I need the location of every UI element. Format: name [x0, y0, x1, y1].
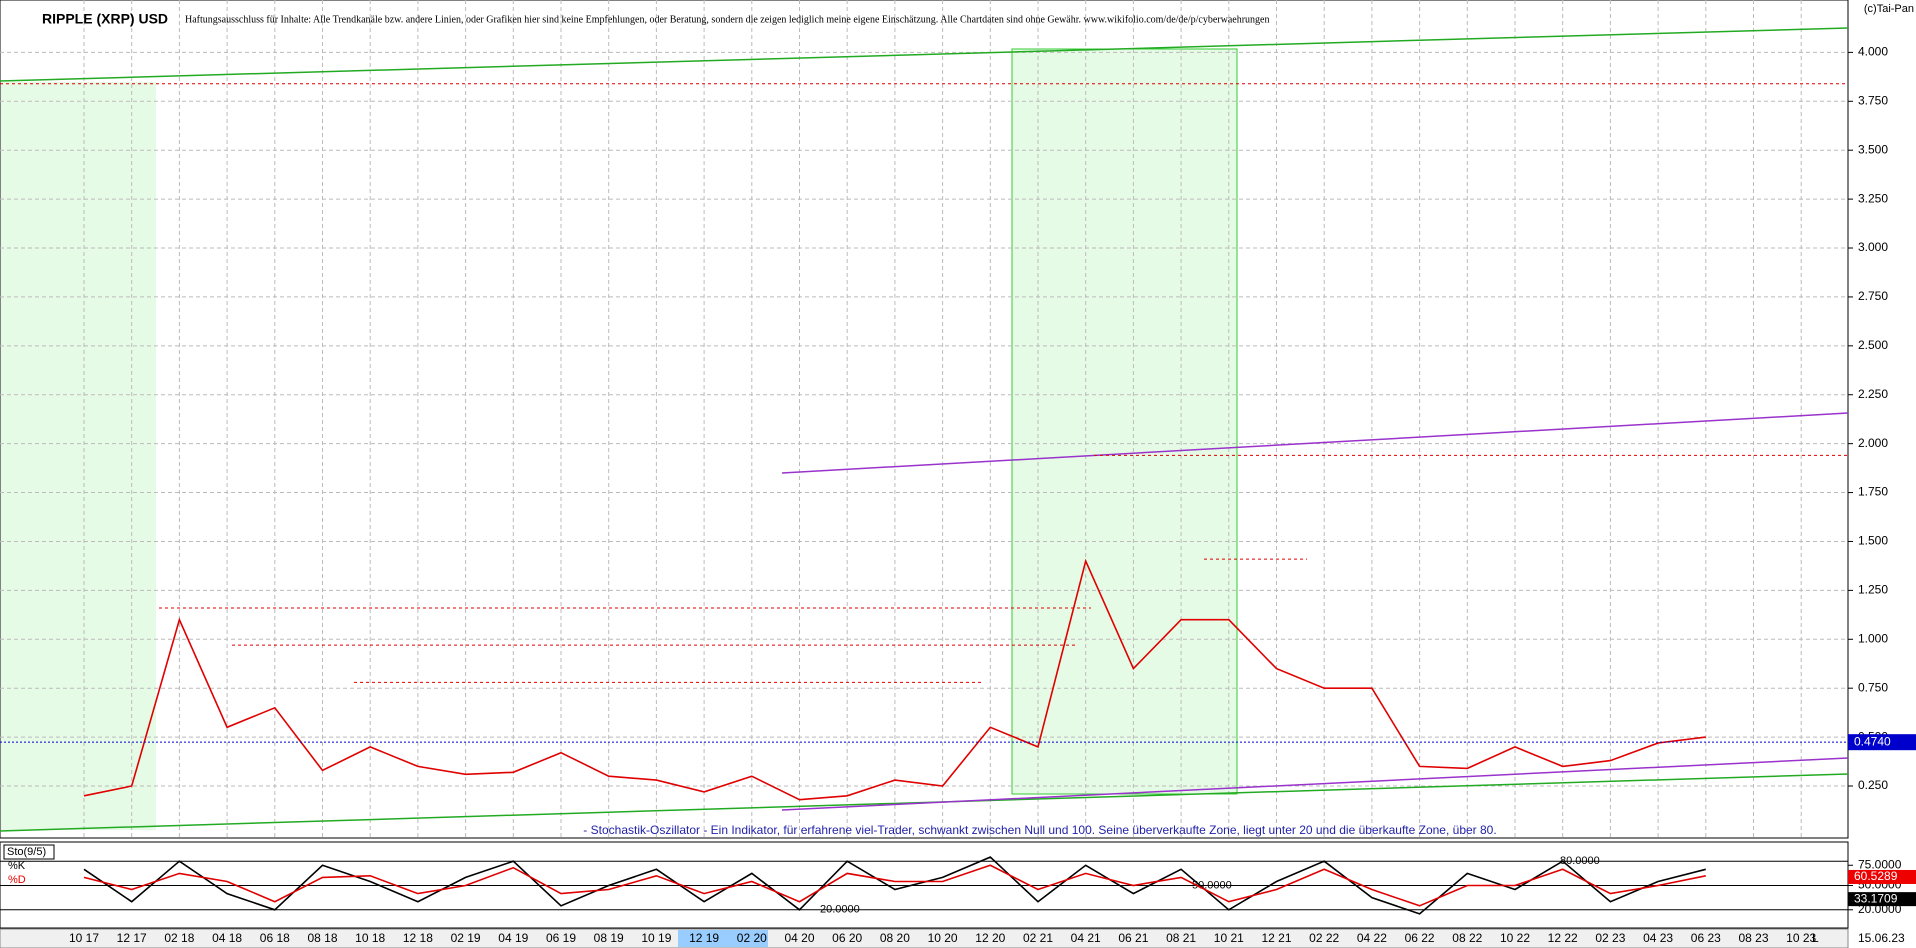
y-tick-label: 3.750 [1858, 93, 1888, 107]
last-price-label: 0.4740 [1854, 734, 1891, 748]
y-tick-label: 3.000 [1858, 240, 1888, 254]
legend-entry: %D [8, 874, 26, 886]
x-tick-label: 12 21 [1261, 931, 1291, 945]
chart-title: RIPPLE (XRP) USD [42, 11, 168, 27]
x-tick-label: 10 18 [355, 931, 385, 945]
x-tick-label: 02 21 [1023, 931, 1053, 945]
y-tick-label: 3.500 [1858, 142, 1888, 156]
x-tick-label: 04 18 [212, 931, 242, 945]
x-tick-label: 04 19 [498, 931, 528, 945]
sto-label-box [3, 844, 55, 860]
source: (c)Tai-Pan [1864, 3, 1914, 15]
disclaimer: Haftungsausschluss für Inhalte: Alle Tre… [185, 14, 1270, 25]
legend-entry: %K [8, 860, 26, 872]
level-label: 80.0000 [1560, 855, 1600, 867]
level-label: 20.0000 [820, 904, 860, 916]
y-tick-label: 75.0000 [1858, 857, 1902, 871]
x-tick-label: 04 20 [784, 931, 814, 945]
x-tick-label: 08 18 [307, 931, 337, 945]
y-tick-label: 0.250 [1858, 778, 1888, 792]
last-value-box [1848, 869, 1916, 884]
x-tick-label: 08 23 [1738, 931, 1768, 945]
y-tick-label: 2.500 [1858, 338, 1888, 352]
x-tick-label: 10 19 [641, 931, 671, 945]
x-tick-label: 06 22 [1405, 931, 1435, 945]
x-tick-label: 06 23 [1691, 931, 1721, 945]
y-tick-label: 1.500 [1858, 534, 1888, 548]
x-tick-label: 10 21 [1214, 931, 1244, 945]
x-tick-label: 10 22 [1500, 931, 1530, 945]
x-tick-label: 10 17 [69, 931, 99, 945]
x-tick-label: 12 20 [975, 931, 1005, 945]
sto-title: Sto(9/5) [7, 846, 46, 858]
x-tick-label: 10 23 [1786, 931, 1816, 945]
y-tick-label: 2.000 [1858, 436, 1888, 450]
annotation: - Stochastik-Oszillator - Ein Indikator,… [583, 823, 1496, 837]
last-value-label: 60.5289 [1854, 869, 1898, 883]
trend-line [781, 412, 1849, 474]
x-axis-strip [0, 928, 1849, 948]
highlight-zone [1011, 48, 1238, 795]
x-tick-label: 12 19 [689, 931, 719, 945]
x-tick-label: 10 20 [928, 931, 958, 945]
y-tick-label: 2.750 [1858, 289, 1888, 303]
x-tick-label: 12 22 [1548, 931, 1578, 945]
x-tick-label: 08 19 [594, 931, 624, 945]
last-price-box [1848, 734, 1916, 751]
x-tick-label: 02 18 [164, 931, 194, 945]
x-tick-label: 02 19 [451, 931, 481, 945]
x-tick-label: 04 21 [1071, 931, 1101, 945]
y-tick-label: 3.250 [1858, 191, 1888, 205]
trend-line [0, 27, 1849, 82]
x-tick-label: 06 18 [260, 931, 290, 945]
price-line [83, 558, 1706, 801]
x-tick-label: 08 22 [1452, 931, 1482, 945]
y-tick-label: 1.250 [1858, 583, 1888, 597]
y-tick-label: 4.000 [1858, 45, 1888, 59]
x-tick-label: 06 19 [546, 931, 576, 945]
x-tick-label: 12 17 [117, 931, 147, 945]
main-frame [0, 0, 1849, 839]
x-tick-label: 02 23 [1595, 931, 1625, 945]
last-value-label: 33.1709 [1854, 891, 1898, 905]
x-highlight [678, 930, 768, 947]
highlight-zone [1, 82, 156, 830]
x-end-label: 15.06.23 [1858, 931, 1905, 945]
x-tick-label: 06 21 [1118, 931, 1148, 945]
x-tick-label: 04 22 [1357, 931, 1387, 945]
x-tick-label: 02 20 [737, 931, 767, 945]
trend-line [781, 757, 1849, 811]
x-tick-label: 06 20 [832, 931, 862, 945]
y-tick-label: 0.750 [1858, 680, 1888, 694]
x-tick-label: 04 23 [1643, 931, 1673, 945]
last-value-box [1848, 892, 1916, 907]
y-tick-label: 1.000 [1858, 631, 1888, 645]
x-tick-label: 12 18 [403, 931, 433, 945]
x-tick-label: 02 22 [1309, 931, 1339, 945]
x-end-label: L [1812, 931, 1819, 945]
y-tick-label: 1.750 [1858, 485, 1888, 499]
series-line [83, 864, 1706, 907]
x-tick-label: 08 20 [880, 931, 910, 945]
y-tick-label: 2.250 [1858, 387, 1888, 401]
x-tick-label: 08 21 [1166, 931, 1196, 945]
